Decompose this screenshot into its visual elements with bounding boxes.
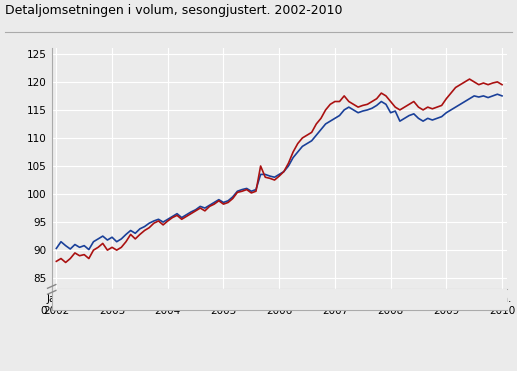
Text: Detaljomsetningen i volum, sesongjustert. 2002-2010: Detaljomsetningen i volum, sesongjustert… [5, 4, 343, 17]
Detaljhandel eksklusiv motorvogner [174, 211, 180, 216]
Detaljhandel eksklusiv motorvogner og drivstoff til motorvogner [63, 260, 69, 265]
Detaljhandel eksklusiv motorvogner [313, 133, 320, 137]
Detaljhandel eksklusiv motorvogner og drivstoff til motorvogner [281, 170, 287, 174]
Detaljhandel eksklusiv motorvogner og drivstoff til motorvogner [499, 82, 505, 87]
Detaljhandel eksklusiv motorvogner og drivstoff til motorvogner [53, 259, 59, 263]
Detaljhandel eksklusiv motorvogner og drivstoff til motorvogner [90, 248, 97, 252]
Detaljhandel eksklusiv motorvogner og drivstoff til motorvogner [466, 77, 473, 81]
Line: Detaljhandel eksklusiv motorvogner og drivstoff til motorvogner: Detaljhandel eksklusiv motorvogner og dr… [56, 79, 502, 262]
Detaljhandel eksklusiv motorvogner og drivstoff til motorvogner [174, 213, 180, 217]
Detaljhandel eksklusiv motorvogner [401, 116, 407, 121]
Detaljhandel eksklusiv motorvogner [494, 92, 500, 96]
Detaljhandel eksklusiv motorvogner og drivstoff til motorvogner [313, 122, 320, 126]
Detaljhandel eksklusiv motorvogner [53, 246, 59, 251]
Detaljhandel eksklusiv motorvogner [86, 247, 92, 252]
Detaljhandel eksklusiv motorvogner og drivstoff til motorvogner [72, 251, 78, 255]
Detaljhandel eksklusiv motorvogner [499, 93, 505, 98]
Detaljhandel eksklusiv motorvogner [90, 240, 97, 244]
Detaljhandel eksklusiv motorvogner [281, 170, 287, 174]
Line: Detaljhandel eksklusiv motorvogner: Detaljhandel eksklusiv motorvogner [56, 94, 502, 250]
Detaljhandel eksklusiv motorvogner og drivstoff til motorvogner [401, 105, 407, 109]
Detaljhandel eksklusiv motorvogner [67, 247, 73, 251]
